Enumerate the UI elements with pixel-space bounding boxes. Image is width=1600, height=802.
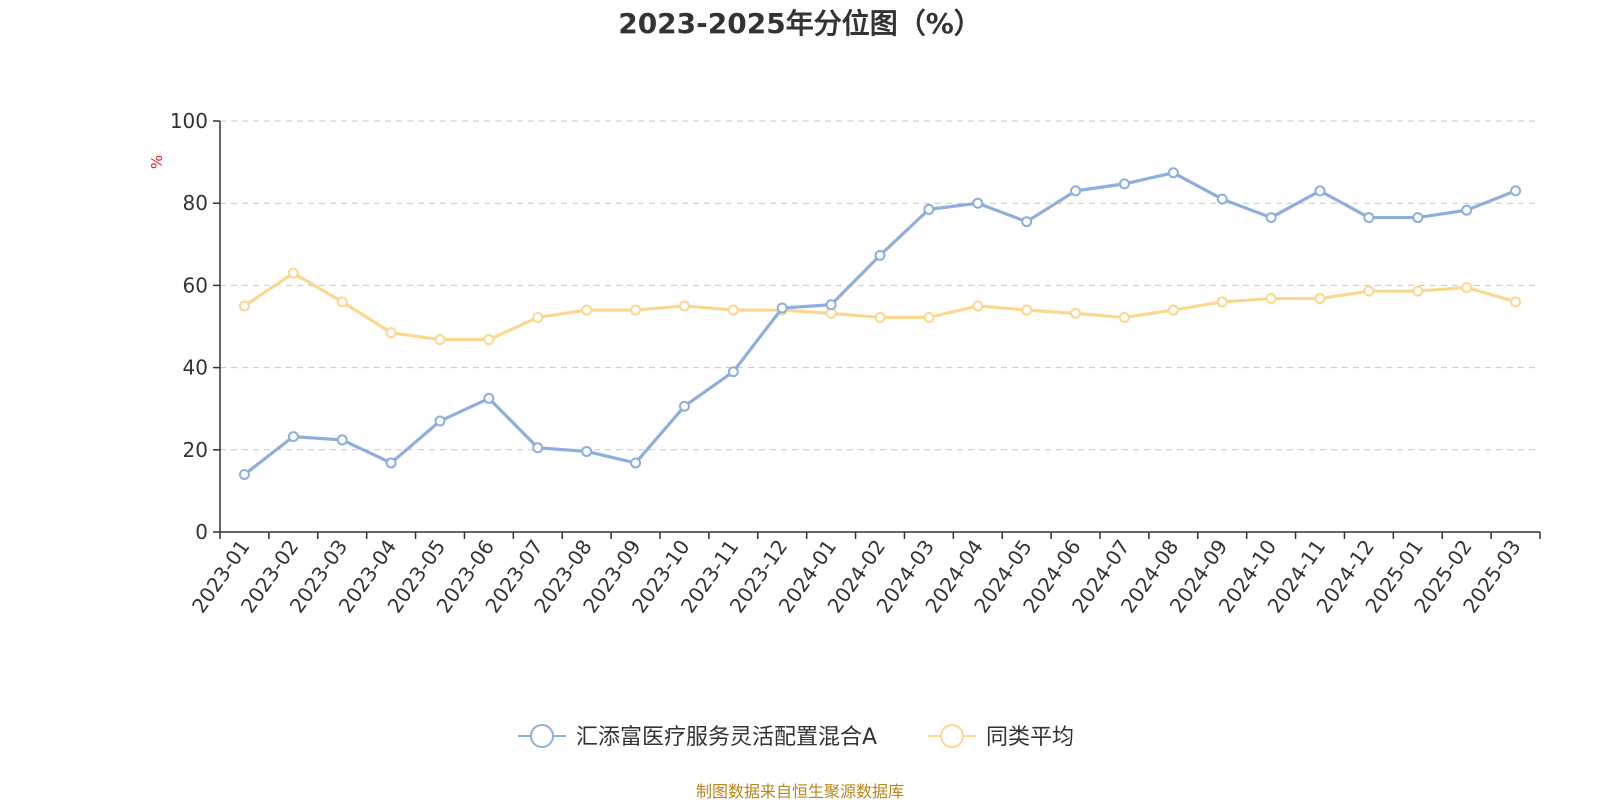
data-point[interactable] [1363,212,1375,224]
data-point[interactable] [1412,212,1424,224]
data-point[interactable] [1265,293,1277,305]
legend-label: 汇添富医疗服务灵活配置混合A [576,725,877,750]
data-point[interactable] [1118,311,1130,323]
data-point[interactable] [1021,216,1033,228]
data-point[interactable] [483,392,495,404]
series-line [242,171,1518,477]
data-point[interactable] [336,434,348,446]
legend: 汇添富医疗服务灵活配置混合A 同类平均 [518,724,1074,750]
data-point[interactable] [776,302,788,314]
data-point[interactable] [972,197,984,209]
data-point[interactable] [581,304,593,316]
data-point[interactable] [1461,281,1473,293]
y-tick-label: 60 [183,273,208,297]
data-point[interactable] [434,415,446,427]
data-point[interactable] [630,304,642,316]
data-point[interactable] [1167,304,1179,316]
data-point[interactable] [238,300,250,312]
data-point[interactable] [1216,193,1228,205]
series-2 [238,267,1522,346]
data-point[interactable] [1070,185,1082,197]
data-point[interactable] [287,431,299,443]
legend-marker [530,724,554,748]
data-point[interactable] [678,400,690,412]
data-point[interactable] [336,296,348,308]
data-point[interactable] [1216,296,1228,308]
data-point[interactable] [385,327,397,339]
data-point[interactable] [1167,167,1179,179]
data-point[interactable] [1314,293,1326,305]
data-point[interactable] [532,311,544,323]
data-point[interactable] [972,300,984,312]
data-point[interactable] [727,304,739,316]
legend-item-1[interactable]: 汇添富医疗服务灵活配置混合A [518,724,877,750]
grid-lines [220,120,1540,451]
series-lines [238,167,1522,480]
data-point[interactable] [238,468,250,480]
data-point[interactable] [1363,285,1375,297]
y-axis-label: % [148,155,166,169]
data-point[interactable] [532,442,544,454]
data-point[interactable] [434,334,446,346]
data-point[interactable] [1412,285,1424,297]
data-point[interactable] [874,311,886,323]
series-1 [238,167,1522,480]
data-point[interactable] [678,300,690,312]
legend-item-2[interactable]: 同类平均 [928,724,1074,750]
data-point[interactable] [1461,204,1473,216]
chart-title: 2023-2025年分位图（%） [618,7,982,40]
data-point[interactable] [1314,185,1326,197]
data-point[interactable] [385,457,397,469]
source-note: 制图数据来自恒生聚源数据库 [695,782,904,801]
series-line [242,271,1518,342]
data-point[interactable] [1118,178,1130,190]
data-point[interactable] [1021,304,1033,316]
data-point[interactable] [825,299,837,311]
data-point[interactable] [483,334,495,346]
data-point[interactable] [1510,296,1522,308]
y-tick-label: 0 [195,520,208,544]
y-tick-label: 80 [183,191,208,215]
data-point[interactable] [581,445,593,457]
legend-label: 同类平均 [986,725,1074,750]
data-point[interactable] [874,249,886,261]
axes: 020406080100%2023-012023-022023-032023-0… [148,109,1541,617]
data-point[interactable] [727,366,739,378]
y-tick-label: 20 [183,438,208,462]
data-point[interactable] [1265,212,1277,224]
data-point[interactable] [1070,307,1082,319]
data-point[interactable] [630,457,642,469]
data-point[interactable] [923,311,935,323]
y-tick-label: 100 [170,109,208,133]
data-point[interactable] [923,203,935,215]
data-point[interactable] [287,267,299,279]
y-tick-label: 40 [183,356,208,380]
legend-marker [940,724,964,748]
data-point[interactable] [1510,185,1522,197]
